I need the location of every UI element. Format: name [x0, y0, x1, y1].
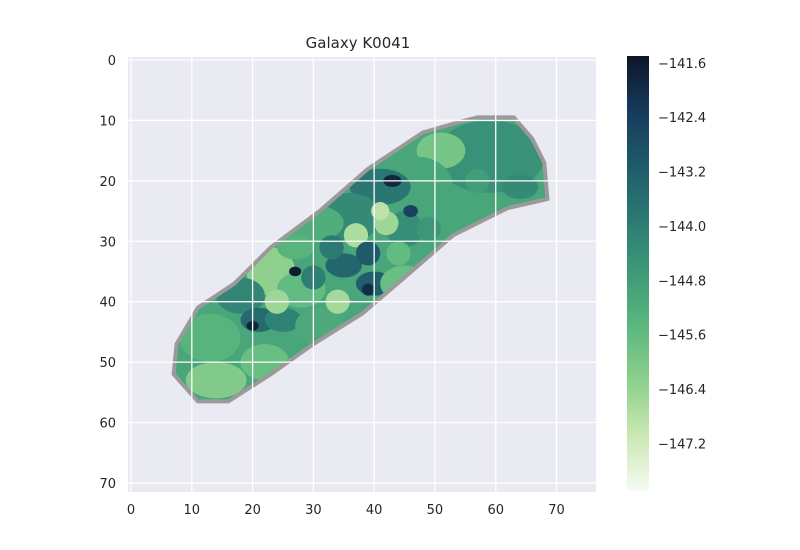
x-tick-label: 30 [305, 503, 322, 518]
colorbar-tick-label: −143.2 [658, 166, 706, 181]
galaxy-region-15 [185, 362, 247, 399]
y-tick-label: 20 [99, 175, 116, 190]
y-tick-label: 50 [99, 356, 116, 371]
y-tick-label: 70 [99, 477, 116, 492]
x-tick-label: 20 [244, 503, 261, 518]
colorbar-axis: −141.6 −142.4 −143.2 −144.0 −144.8 −145.6 −146… [658, 57, 706, 453]
y-tick-label: 60 [99, 417, 116, 432]
y-tick-label: 30 [99, 235, 116, 250]
galaxy-region-22 [355, 241, 381, 266]
galaxy-region-36 [501, 174, 539, 199]
galaxy-region-33 [362, 283, 375, 296]
x-tick-label: 0 [127, 503, 135, 518]
colorbar-tick-label: −141.6 [658, 57, 706, 72]
y-tick-label: 40 [99, 296, 116, 311]
galaxy-region-29 [371, 202, 390, 221]
galaxy-region-34 [403, 205, 418, 218]
colorbar-tick-label: −144.8 [658, 274, 706, 289]
x-tick-label: 40 [366, 503, 383, 518]
galaxy-outline [171, 115, 550, 404]
galaxy-region-8 [325, 253, 362, 278]
colorbar-tick-label: −145.6 [658, 329, 706, 344]
colorbar-tick-label: −147.2 [658, 437, 706, 452]
x-tick-label: 10 [184, 503, 201, 518]
galaxy-region-13 [264, 307, 302, 332]
chart-title: Galaxy K0041 [306, 34, 411, 52]
x-tick-label: 60 [487, 503, 504, 518]
colorbar-tick-label: −144.0 [658, 220, 706, 235]
colorbar-tick-label: −146.4 [658, 383, 706, 398]
galaxy-region-26 [386, 241, 411, 266]
x-tick-label: 70 [548, 503, 565, 518]
colorbar-tick-label: −142.4 [658, 111, 706, 126]
galaxy-region-31 [289, 266, 302, 277]
colorbar [627, 56, 649, 491]
galaxy-region-20 [416, 217, 442, 242]
galaxy-region-0 [434, 120, 545, 193]
y-tick-label: 0 [108, 54, 116, 69]
x-axis: 0 10 20 30 40 50 60 70 [127, 503, 565, 518]
grid-lines [128, 57, 596, 492]
y-axis: 0 10 20 30 40 50 60 70 [99, 54, 116, 492]
galaxy-region-23 [319, 235, 344, 260]
galaxy-region-14 [179, 313, 241, 363]
x-tick-label: 50 [427, 503, 444, 518]
y-tick-label: 10 [99, 114, 116, 129]
